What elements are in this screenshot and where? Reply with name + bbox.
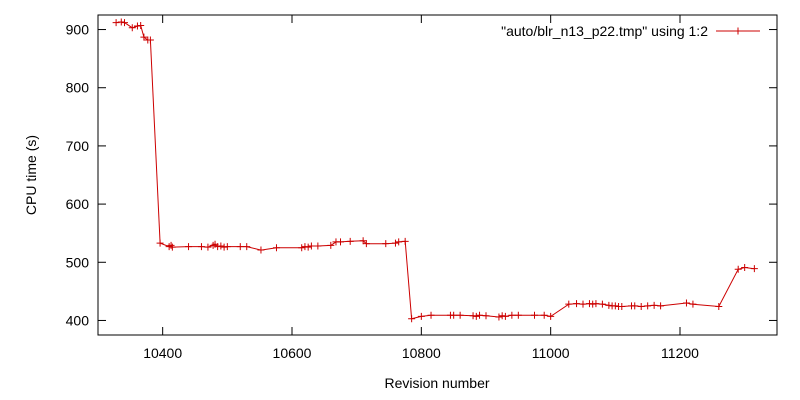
data-point [715,302,723,310]
data-point [304,243,312,251]
data-point [611,302,619,310]
data-point [112,19,120,27]
data-point [133,22,141,30]
x-axis: 10400 10600 10800 11000 11200 [143,15,699,361]
data-point [501,312,509,320]
y-tick-label: 700 [66,138,90,154]
data-point [140,33,148,41]
data-point [579,300,587,308]
y-axis: 400 500 600 700 800 900 [66,22,777,328]
data-point [734,265,742,273]
data-point [298,244,306,252]
data-point [395,238,403,246]
data-point [514,311,522,319]
data-point [585,300,593,308]
data-point [456,311,464,319]
x-tick-label: 10600 [273,345,312,361]
legend: "auto/blr_n13_p22.tmp" using 1:2 [501,23,760,39]
data-point [476,311,484,319]
data-point [589,300,597,308]
data-point [482,312,490,320]
y-tick-label: 800 [66,80,90,96]
data-point [750,265,758,273]
data-point [156,239,164,247]
data-point [272,244,280,252]
data-point [472,312,480,320]
data-point [223,243,231,251]
data-point [450,311,458,319]
data-point [631,302,639,310]
data-point [121,19,129,27]
x-tick-label: 11000 [532,345,570,361]
x-tick-label: 10400 [143,345,182,361]
data-point [741,264,749,272]
data-point [598,300,606,308]
data-point [498,312,506,320]
data-point [469,312,477,320]
data-point [128,24,136,32]
series-line [116,21,755,320]
data-point [605,301,613,309]
y-tick-label: 900 [66,22,90,38]
data-point [592,300,600,308]
data-point [214,243,222,251]
data-point [531,311,538,319]
data-point [565,300,573,308]
data-point [243,243,251,251]
x-axis-label: Revision number [384,375,489,391]
data-point [168,243,176,251]
data-point [362,240,370,248]
plot-frame [97,14,778,336]
data-point [209,241,217,249]
data-point [618,302,626,310]
data-point [217,242,225,250]
data-point [391,239,399,247]
data-point [197,243,205,251]
data-point [346,237,354,245]
data-point [337,238,344,246]
data-point [689,300,697,308]
data-point [508,311,516,319]
data-point [427,311,435,319]
data-point [117,18,125,26]
data-point [644,302,652,310]
data-point [417,312,425,320]
y-tick-label: 600 [66,196,90,212]
data-point [637,302,645,310]
y-tick-label: 500 [66,254,90,270]
legend-marker [734,27,742,35]
data-point [167,241,175,249]
x-tick-label: 11200 [661,345,699,361]
data-point [204,243,212,251]
data-point [573,300,581,308]
data-point [236,243,244,251]
data-point [220,243,228,251]
data-point [540,311,548,319]
data-point [301,243,309,251]
data-point [185,243,193,251]
data-point [650,301,658,309]
y-axis-label: CPU time (s) [23,135,39,215]
data-point [165,243,173,251]
series-layer [112,18,758,323]
legend-label: "auto/blr_n13_p22.tmp" using 1:2 [501,23,708,39]
data-point [495,313,503,321]
data-point [408,315,416,323]
data-point [257,246,265,254]
data-point [657,302,665,310]
data-point [401,237,409,245]
data-point [682,299,690,307]
data-point [359,237,367,245]
data-point [137,21,145,29]
data-point [382,240,390,248]
data-point [314,242,322,250]
data-point [146,36,154,44]
x-tick-label: 10800 [402,345,441,361]
y-tick-label: 400 [66,312,90,328]
data-point [307,242,315,250]
data-point [547,312,555,320]
data-point [327,241,335,249]
